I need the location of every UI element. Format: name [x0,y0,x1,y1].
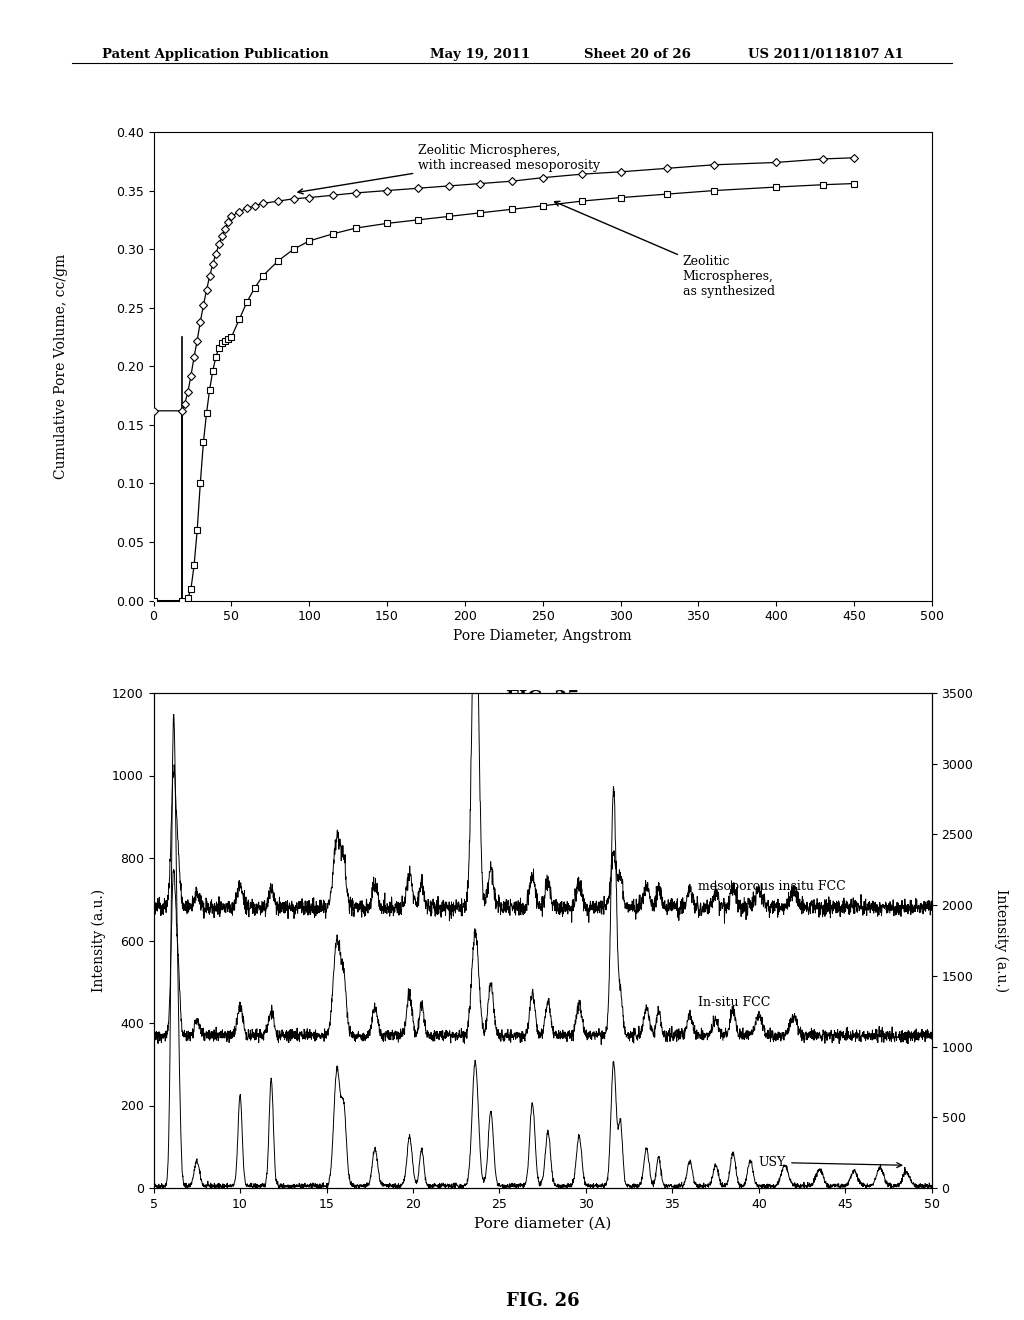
X-axis label: Pore Diameter, Angstrom: Pore Diameter, Angstrom [454,628,632,643]
Y-axis label: Intensity (a.u.): Intensity (a.u.) [92,888,106,993]
Text: Zeolitic Microspheres,
with increased mesoporosity: Zeolitic Microspheres, with increased me… [298,144,600,194]
Text: Patent Application Publication: Patent Application Publication [102,48,329,61]
Text: USY: USY [759,1156,902,1170]
Text: FIG. 25: FIG. 25 [506,689,580,708]
Text: Zeolitic
Microspheres,
as synthesized: Zeolitic Microspheres, as synthesized [554,202,775,298]
Y-axis label: Cumulative Pore Volume, cc/gm: Cumulative Pore Volume, cc/gm [54,253,68,479]
Text: May 19, 2011: May 19, 2011 [430,48,530,61]
X-axis label: Pore diameter (A): Pore diameter (A) [474,1216,611,1230]
Text: In-situ FCC: In-situ FCC [698,995,771,1008]
Text: Sheet 20 of 26: Sheet 20 of 26 [584,48,690,61]
Y-axis label: Intensity (a.u.): Intensity (a.u.) [994,888,1009,993]
Text: mesoporous insitu FCC: mesoporous insitu FCC [698,880,846,894]
Text: US 2011/0118107 A1: US 2011/0118107 A1 [748,48,903,61]
Text: FIG. 26: FIG. 26 [506,1292,580,1309]
